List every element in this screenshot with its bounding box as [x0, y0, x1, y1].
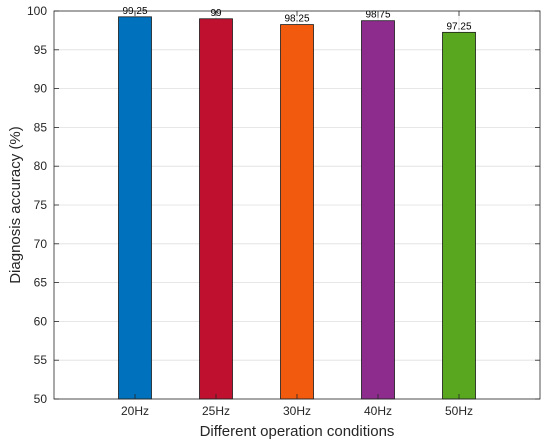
bar-50Hz	[442, 31, 476, 400]
y-tick-label: 85	[34, 120, 48, 134]
bar-25Hz	[199, 18, 233, 400]
y-axis-label: Diagnosis accuracy (%)	[7, 126, 24, 284]
y-tick-label: 100	[27, 4, 47, 18]
y-tick-label: 60	[34, 314, 48, 328]
bar-40Hz	[361, 20, 395, 400]
y-tick-label: 95	[34, 43, 48, 57]
y-axis-ticks: 50 55 60 65 70 75 80 85 90 95 100	[27, 4, 540, 406]
x-tick-label: 40Hz	[364, 404, 392, 418]
y-tick-label: 65	[34, 276, 48, 290]
bar-20Hz	[118, 16, 152, 400]
y-tick-label: 90	[34, 82, 48, 96]
data-label-50Hz: 97.25	[446, 21, 471, 32]
x-axis-label: Different operation conditions	[200, 423, 395, 440]
y-tick-label: 80	[34, 159, 48, 173]
x-tick-label: 30Hz	[283, 404, 311, 418]
y-tick-label: 50	[34, 392, 48, 406]
y-tick-label: 70	[34, 237, 48, 251]
data-label-30Hz: 98.25	[284, 14, 309, 25]
x-tick-label: 50Hz	[445, 404, 473, 418]
y-tick-label: 75	[34, 198, 48, 212]
x-tick-label: 25Hz	[202, 404, 230, 418]
x-tick-label: 20Hz	[121, 404, 149, 418]
bar-series	[118, 16, 476, 400]
y-tick-label: 55	[34, 353, 48, 367]
x-axis-ticks: 20Hz 25Hz 30Hz 40Hz 50Hz	[121, 11, 473, 418]
bar-30Hz	[280, 24, 314, 400]
